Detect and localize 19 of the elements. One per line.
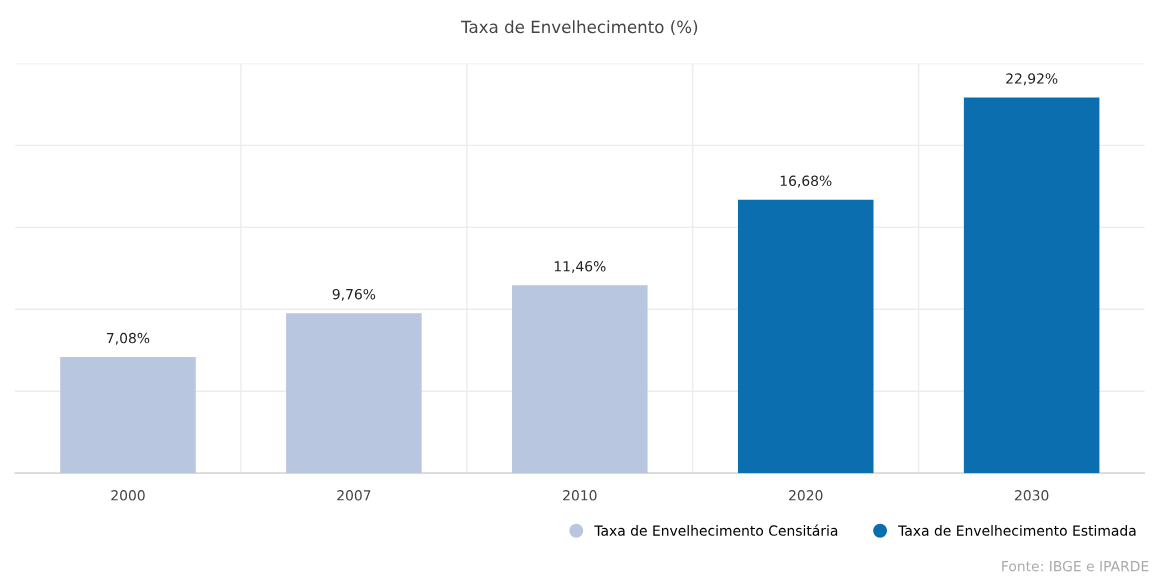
data-label: 22,92%: [1006, 73, 1058, 86]
bar: [286, 313, 422, 474]
x-tick-label: 2010: [563, 490, 597, 501]
bar: [737, 199, 874, 474]
x-tick-label: 2000: [111, 490, 145, 501]
data-label: 16,68%: [780, 175, 832, 188]
bar: [512, 285, 648, 474]
data-label: 11,46%: [554, 261, 606, 273]
x-tick-label: 2007: [337, 490, 371, 501]
x-tick-label: 2030: [1014, 490, 1049, 501]
data-label: 7,08%: [107, 332, 150, 345]
chart-title: Taxa de Envelhecimento (%): [461, 20, 698, 36]
legend-label: Taxa de Envelhecimento Estimada: [898, 525, 1136, 536]
bar: [60, 357, 196, 474]
source-note: Fonte: IBGE e IPARDE: [1002, 560, 1149, 572]
data-label: 9,76%: [332, 288, 376, 301]
legend-label: Taxa de Envelhecimento Censitária: [594, 524, 838, 536]
x-tick-label: 2020: [789, 490, 823, 501]
bar: [963, 97, 1100, 474]
